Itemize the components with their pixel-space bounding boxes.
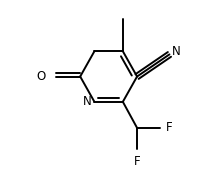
Text: F: F [166, 121, 173, 134]
Text: N: N [83, 95, 92, 108]
Text: O: O [37, 70, 46, 83]
Text: N: N [171, 45, 180, 58]
Text: F: F [134, 155, 140, 168]
